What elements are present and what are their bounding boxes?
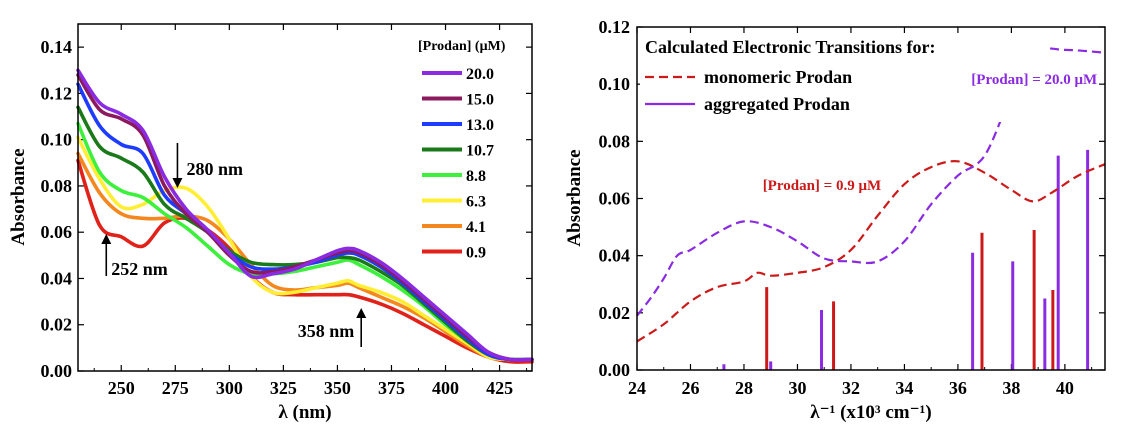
- left-legend-label: 4.1: [466, 219, 486, 236]
- right-x-tick-label: 24: [628, 378, 646, 398]
- left-annotations: 280 nm 252 nm 358 nm: [101, 143, 367, 347]
- left-legend-label: 6.3: [466, 194, 486, 211]
- right-x-tick-label: 32: [842, 378, 860, 398]
- annotation-252nm: 252 nm: [111, 259, 168, 279]
- left-legend-label: 15.0: [466, 92, 494, 109]
- left-legend-label: 10.7: [466, 143, 494, 160]
- left-legend: [Prodan] (μM) 20.0 15.0 13.0 10.7 8.8 6.3 4.1 0…: [418, 39, 506, 262]
- left-tick-labels: 250 275 300 325 350 375 400 425 0.00 0.02 0.04 0.06…: [41, 37, 514, 398]
- arrowhead-358nm: [356, 308, 367, 318]
- left-x-tick-label: 300: [216, 378, 243, 398]
- left-legend-label: 13.0: [466, 117, 494, 134]
- left-x-tick-label: 400: [432, 378, 459, 398]
- left-legend-title: [Prodan] (μM): [418, 39, 506, 54]
- right-legend-background: [640, 34, 1046, 122]
- right-y-tick-label: 0.12: [599, 17, 631, 37]
- right-x-tick-label: 40: [1056, 378, 1074, 398]
- right-tick-labels: 24 26 28 30 32 34 36 38 40 0.00 0.02 0.04 0.06 0.08 0.…: [599, 17, 1074, 398]
- right-annotations: [Prodan] = 0.9 μM [Prodan] = 20.0 μM: [763, 72, 1098, 194]
- right-x-tick-label: 34: [895, 378, 913, 398]
- monomeric-spectrum-line: [636, 160, 1106, 343]
- left-x-tick-label: 425: [486, 378, 513, 398]
- right-x-tick-label: 26: [681, 378, 699, 398]
- left-x-tick-label: 275: [162, 378, 189, 398]
- right-legend-label: aggregated Prodan: [704, 94, 850, 114]
- arrowhead-280nm: [172, 178, 183, 188]
- right-legend-label: monomeric Prodan: [704, 67, 852, 87]
- right-y-tick-label: 0.08: [599, 131, 631, 151]
- left-legend-label: 8.8: [466, 168, 486, 185]
- left-x-axis-label: λ (nm): [278, 402, 331, 423]
- left-y-tick-label: 0.12: [41, 83, 73, 103]
- right-legend: monomeric Prodan aggregated Prodan: [645, 67, 852, 114]
- right-y-tick-label: 0.04: [599, 246, 631, 266]
- right-y-tick-label: 0.06: [599, 189, 631, 209]
- right-plot-frame: [636, 26, 1106, 371]
- right-annotation-concentration: [Prodan] = 20.0 μM: [971, 72, 1097, 88]
- right-y-tick-label: 0.10: [599, 74, 631, 94]
- left-legend-label: 0.9: [466, 245, 486, 262]
- left-plot-frame: [77, 23, 533, 372]
- left-series-line-0-9: [76, 158, 534, 364]
- left-x-tick-label: 325: [270, 378, 297, 398]
- right-x-tick-label: 36: [949, 378, 967, 398]
- right-y-tick-label: 0.02: [599, 303, 631, 323]
- left-panel: 250 275 300 325 350 375 400 425 0.00 0.02 0.04 0.06…: [8, 23, 534, 423]
- left-y-tick-label: 0.00: [41, 361, 73, 381]
- annotation-280nm: 280 nm: [186, 159, 243, 179]
- right-chart-title: Calculated Electronic Transitions for:: [645, 37, 935, 57]
- right-x-tick-label: 30: [788, 378, 806, 398]
- left-y-tick-label: 0.06: [41, 222, 73, 242]
- left-x-tick-label: 250: [108, 378, 135, 398]
- left-y-axis-label: Absorbance: [8, 148, 29, 245]
- right-x-tick-label: 28: [735, 378, 753, 398]
- left-y-tick-label: 0.02: [41, 315, 73, 335]
- right-y-axis-label: Absorbance: [564, 149, 585, 246]
- left-y-tick-label: 0.10: [41, 130, 73, 150]
- left-series-line-20-0: [76, 68, 534, 362]
- right-x-axis-label: λ⁻¹ (x10³ cm⁻¹): [810, 402, 931, 423]
- left-x-tick-label: 350: [324, 378, 351, 398]
- left-y-tick-label: 0.08: [41, 176, 73, 196]
- left-y-tick-label: 0.04: [41, 268, 73, 288]
- left-series-lines: [76, 68, 534, 364]
- right-annotation-concentration: [Prodan] = 0.9 μM: [763, 178, 881, 194]
- left-series-line-13-0: [76, 82, 534, 362]
- arrowhead-252nm: [101, 234, 112, 244]
- right-y-tick-label: 0.00: [599, 360, 631, 380]
- right-x-tick-label: 38: [1002, 378, 1020, 398]
- left-legend-label: 20.0: [466, 66, 494, 83]
- left-y-tick-label: 0.14: [41, 37, 73, 57]
- right-transition-sticks: [722, 149, 1090, 370]
- left-x-tick-label: 375: [378, 378, 405, 398]
- right-panel: 24 26 28 30 32 34 36 38 40 0.00 0.02 0.04 0.06 0.08 0.…: [564, 17, 1106, 423]
- annotation-358nm: 358 nm: [298, 321, 355, 341]
